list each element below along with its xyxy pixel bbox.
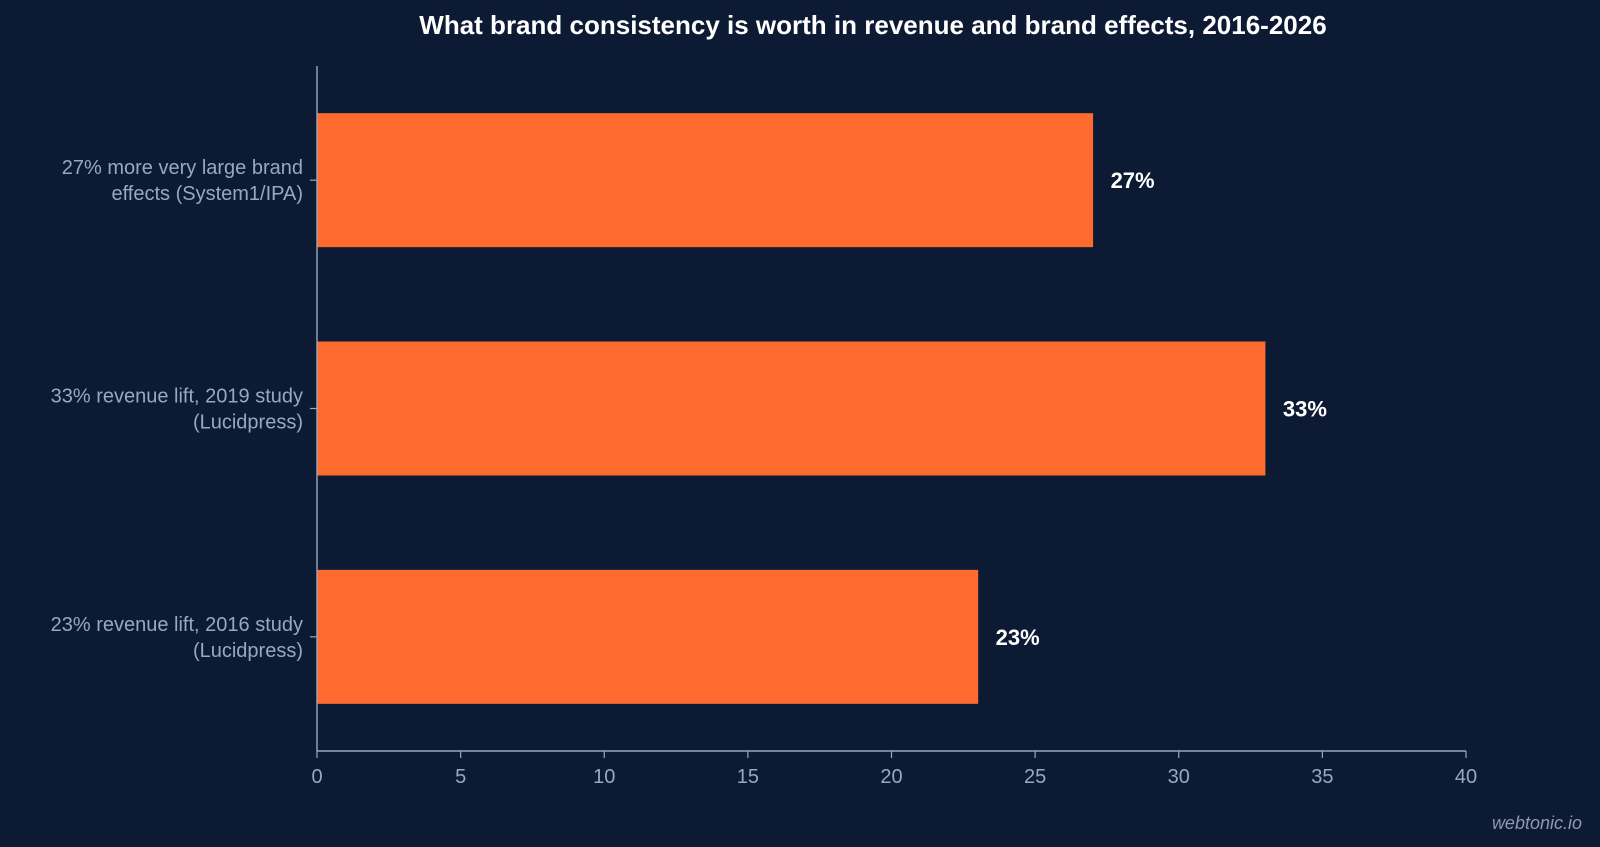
x-tick-label-15: 15: [737, 766, 759, 788]
x-tick-label-35: 35: [1311, 766, 1333, 788]
bar-3: [317, 569, 979, 704]
x-tick-label-25: 25: [1024, 766, 1046, 788]
category-label-1-line-2: effects (System1/IPA): [111, 183, 303, 205]
chart-title: What brand consistency is worth in reven…: [419, 10, 1326, 40]
bar-2: [317, 341, 1266, 476]
value-label-3: 23%: [996, 625, 1040, 650]
category-label-3-line-1: 23% revenue lift, 2016 study: [51, 614, 303, 636]
bar-1: [317, 113, 1094, 248]
x-tick-label-5: 5: [455, 766, 466, 788]
category-label-1-line-1: 27% more very large brand: [62, 157, 303, 179]
x-tick-label-10: 10: [593, 766, 615, 788]
category-label-1: 27% more very large brand effects (System…: [62, 157, 303, 205]
watermark: webtonic.io: [1492, 813, 1582, 833]
category-label-2: 33% revenue lift, 2019 study (Lucidpress): [51, 386, 303, 434]
x-tick-label-40: 40: [1455, 766, 1477, 788]
x-tick-label-30: 30: [1168, 766, 1190, 788]
category-label-3: 23% revenue lift, 2016 study (Lucidpress): [51, 614, 303, 662]
value-label-1: 27%: [1111, 168, 1155, 193]
value-label-2: 33%: [1283, 397, 1327, 422]
category-label-2-line-1: 33% revenue lift, 2019 study: [51, 386, 303, 408]
x-tick-label-20: 20: [880, 766, 902, 788]
x-tick-label-0: 0: [311, 766, 322, 788]
plot-area: 27% 27% more very large brand effects (Sys…: [51, 66, 1477, 788]
category-label-3-line-2: (Lucidpress): [193, 640, 303, 662]
category-label-2-line-2: (Lucidpress): [193, 412, 303, 434]
